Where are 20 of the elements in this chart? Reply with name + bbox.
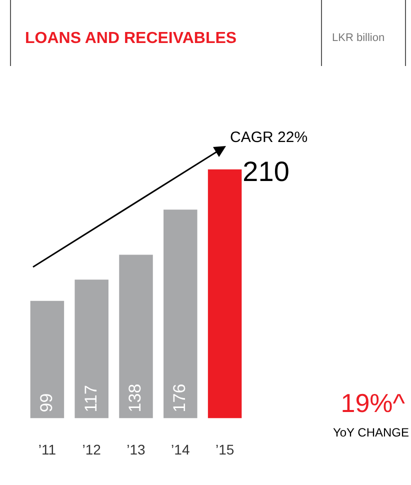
bar: [164, 210, 198, 418]
text: LKR billion: [322, 0, 406, 66]
bar: [74, 280, 108, 418]
text: 19%^: [340, 388, 406, 418]
bar: [119, 254, 153, 418]
x-tick-label: ’14: [171, 441, 190, 458]
x-tick-label: ’11: [38, 441, 56, 458]
bar: [208, 169, 242, 418]
x-tick-label: ’13: [126, 441, 146, 458]
text: CAGR 22%: [230, 129, 308, 146]
data-label: 210: [242, 156, 290, 188]
x-tick-label: ’12: [82, 441, 102, 458]
text: YoY CHANGE: [332, 425, 409, 440]
x-tick-label: ’15: [215, 441, 234, 458]
bar: [30, 300, 64, 418]
data-label: 99: [36, 393, 56, 412]
data-label: 117: [81, 385, 100, 412]
chart-title: LOANS AND RECEIVABLES: [10, 0, 322, 66]
data-label: 176: [170, 384, 190, 412]
data-label: 138: [126, 384, 145, 412]
